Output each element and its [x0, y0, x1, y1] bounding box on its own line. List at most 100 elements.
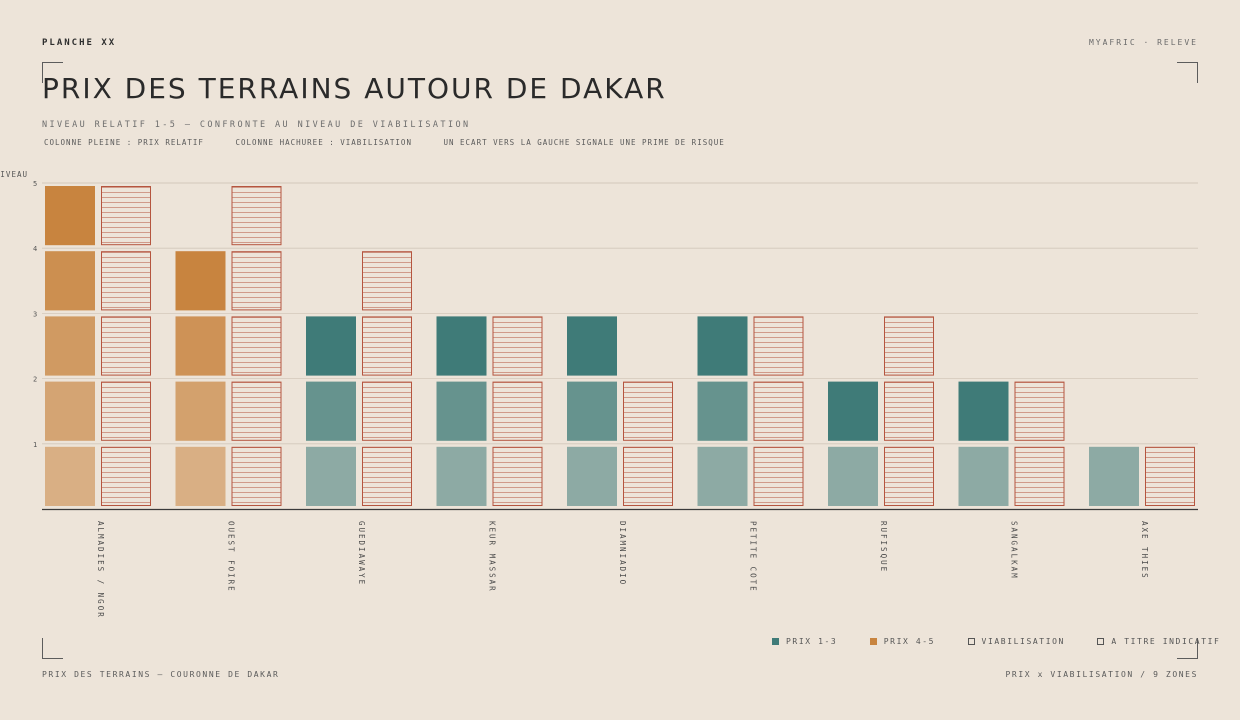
legend: PRIX 1-3 PRIX 4-5 VIABILISATION A TITRE … [772, 637, 1240, 646]
y-tick-label: 2 [33, 376, 37, 384]
viabilisation-cell [231, 381, 282, 441]
viabilisation-cell [231, 316, 282, 376]
note-gap: UN ECART VERS LA GAUCHE SIGNALE UNE PRIM… [443, 138, 725, 147]
viabilisation-cell [231, 251, 282, 311]
legend-label: A TITRE INDICATIF [1111, 637, 1221, 646]
viabilisation-cell [623, 446, 673, 506]
grid-layer [42, 182, 1198, 511]
category-label: GUEDIAWAYE [357, 521, 366, 586]
legend-swatch-outline [1097, 638, 1105, 645]
label-layer: 1 2 3 4 5 NIVEAU ALMADIES / NGOR OUEST FOIRE GUE… [0, 170, 1149, 619]
chart-subtitle: NIVEAU RELATIF 1-5 — CONFRONTE AU NIVEAU… [42, 120, 471, 130]
viabilisation-cell [492, 316, 543, 376]
viabilisation-cell [884, 446, 934, 506]
price-cell [828, 446, 878, 506]
price-cell [306, 381, 356, 441]
y-tick-label: 1 [33, 441, 37, 449]
category-label: KEUR MASSAR [488, 521, 497, 593]
viabilisation-cell [362, 381, 412, 441]
legend-item-price-low: PRIX 1-3 [772, 637, 837, 646]
price-cell [436, 316, 487, 376]
category-label: AXE THIES [1140, 521, 1149, 580]
category-label: ALMADIES / NGOR [96, 521, 105, 619]
legend-item-indicative: A TITRE INDICATIF [1097, 637, 1220, 646]
legend-swatch-orange [869, 638, 877, 645]
category-label: SANGALKAM [1010, 521, 1019, 580]
reading-notes: COLONNE PLEINE : PRIX RELATIF COLONNE HA… [44, 138, 751, 147]
viabilisation-cell [1145, 446, 1195, 506]
y-tick-label: 5 [33, 180, 37, 188]
viabilisation-cell [1014, 381, 1065, 441]
plate-label: PLANCHE XX [42, 38, 117, 48]
category-label: PETITE COTE [749, 521, 758, 593]
viabilisation-cell [101, 186, 151, 246]
legend-label: PRIX 4-5 [883, 637, 936, 646]
price-cell [958, 381, 1009, 441]
viabilisation-cell [101, 316, 151, 376]
price-cell [45, 186, 95, 246]
viabilisation-cell [623, 381, 673, 441]
legend-swatch-outline [967, 638, 975, 645]
viabilisation-cell [231, 446, 282, 506]
price-cell [697, 381, 748, 441]
chart-title: PRIX DES TERRAINS AUTOUR DE DAKAR [42, 72, 667, 105]
viabilisation-cell [884, 316, 934, 376]
footer-right: PRIX x VIABILISATION / 9 ZONES [1005, 670, 1198, 679]
price-cell [306, 446, 356, 506]
category-label: DIAMNIADIO [618, 521, 627, 586]
y-tick-label: 4 [33, 245, 37, 253]
corner-mark-top-left [42, 62, 63, 83]
price-cell [45, 381, 95, 441]
legend-label: PRIX 1-3 [786, 637, 838, 646]
price-cell [45, 446, 95, 506]
viabilisation-cell [492, 381, 543, 441]
viabilisation-cell [101, 381, 151, 441]
viabilisation-cell [231, 186, 282, 246]
price-cell [567, 316, 617, 376]
price-cell [828, 381, 878, 441]
viabilisation-cell [753, 381, 804, 441]
category-label: RUFISQUE [879, 521, 888, 573]
bar-layer [45, 186, 1195, 506]
price-cell [175, 381, 226, 441]
price-cell [175, 316, 226, 376]
legend-swatch-teal [772, 638, 779, 645]
price-cell [436, 381, 487, 441]
price-cell [436, 446, 487, 506]
viabilisation-cell [884, 381, 934, 441]
viabilisation-cell [1014, 446, 1065, 506]
viabilisation-cell [101, 251, 151, 311]
y-tick-label: 3 [33, 310, 37, 318]
viabilisation-cell [362, 251, 412, 311]
viabilisation-cell [753, 316, 804, 376]
category-label: OUEST FOIRE [227, 521, 236, 593]
price-cell [567, 381, 617, 441]
price-cell [175, 251, 226, 311]
legend-item-viabilisation: VIABILISATION [967, 637, 1065, 646]
corner-mark-bottom-left [42, 638, 63, 659]
viabilisation-cell [362, 446, 412, 506]
legend-label: VIABILISATION [981, 637, 1065, 646]
viabilisation-cell [492, 446, 543, 506]
price-cell [697, 316, 748, 376]
corner-mark-top-right [1177, 62, 1198, 83]
price-cell [45, 316, 95, 376]
price-cell [1089, 446, 1139, 506]
corner-mark-bottom-right [1177, 638, 1198, 659]
viabilisation-cell [753, 446, 804, 506]
price-cell [175, 446, 226, 506]
brand-label: MYAFRIC · RELEVE [1088, 38, 1198, 47]
legend-item-price-high: PRIX 4-5 [869, 637, 936, 646]
note-full-column: COLONNE PLEINE : PRIX RELATIF [44, 138, 204, 147]
y-axis-label: NIVEAU [0, 170, 28, 179]
footer-left: PRIX DES TERRAINS — COURONNE DE DAKAR [42, 670, 280, 679]
price-cell [306, 316, 356, 376]
price-cell [697, 446, 748, 506]
viabilisation-cell [101, 446, 151, 506]
price-cell [958, 446, 1009, 506]
viabilisation-cell [362, 316, 412, 376]
price-cell [45, 251, 95, 311]
price-cell [567, 446, 617, 506]
note-hatched-column: COLONNE HACHUREE : VIABILISATION [235, 138, 412, 147]
